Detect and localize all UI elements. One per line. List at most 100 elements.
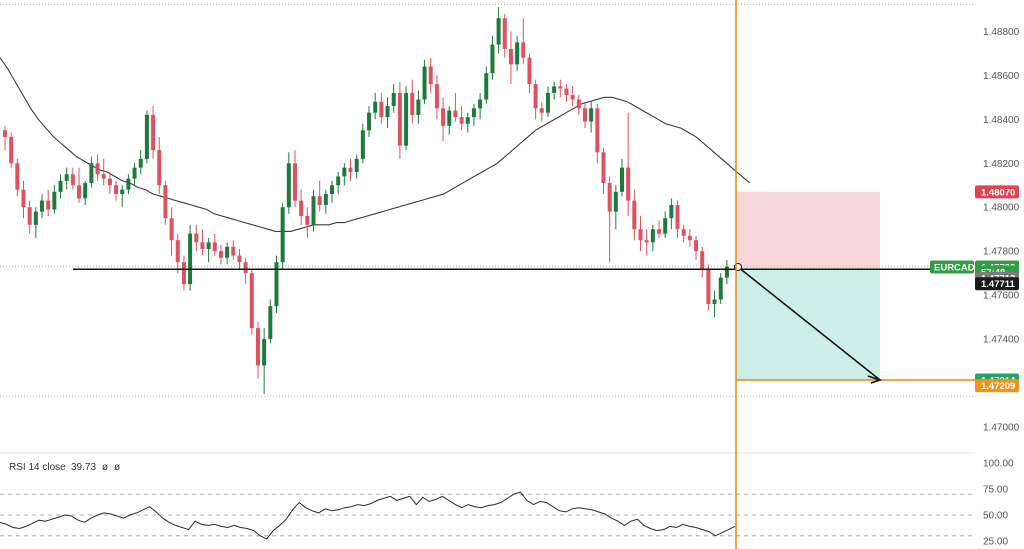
candle[interactable] <box>157 136 162 195</box>
candle[interactable] <box>46 189 51 217</box>
candle[interactable] <box>644 229 649 256</box>
candle[interactable] <box>718 273 723 304</box>
candle[interactable] <box>607 176 612 263</box>
candle[interactable] <box>249 268 254 335</box>
candle[interactable] <box>64 167 69 190</box>
candle[interactable] <box>373 92 378 120</box>
candle[interactable] <box>490 35 495 80</box>
candle[interactable] <box>280 202 285 269</box>
candle[interactable] <box>237 248 242 269</box>
candle[interactable] <box>601 147 606 195</box>
candle[interactable] <box>101 158 106 186</box>
candle[interactable] <box>620 158 624 197</box>
candle[interactable] <box>465 112 470 133</box>
candle[interactable] <box>397 81 402 159</box>
candle[interactable] <box>58 174 63 199</box>
rsi-indicator-pane[interactable] <box>0 491 975 540</box>
candle[interactable] <box>564 84 569 102</box>
candle[interactable] <box>336 172 341 195</box>
candle[interactable] <box>188 224 193 291</box>
candle[interactable] <box>521 18 526 65</box>
candle[interactable] <box>700 246 705 278</box>
candle[interactable] <box>114 180 119 201</box>
candle[interactable] <box>268 299 273 344</box>
candle[interactable] <box>70 167 75 190</box>
candle[interactable] <box>206 237 211 263</box>
candle[interactable] <box>638 216 643 252</box>
candle[interactable] <box>410 79 415 124</box>
projection-arrow[interactable] <box>737 266 881 381</box>
candle[interactable] <box>391 84 396 113</box>
candle[interactable] <box>292 150 297 208</box>
candle[interactable] <box>218 244 223 265</box>
candle[interactable] <box>428 57 433 93</box>
candle[interactable] <box>515 35 520 71</box>
candle[interactable] <box>200 229 205 256</box>
candle[interactable] <box>299 189 304 225</box>
candle[interactable] <box>3 125 7 151</box>
candle[interactable] <box>650 224 655 252</box>
candle[interactable] <box>21 180 26 219</box>
candle[interactable] <box>434 75 439 120</box>
stop-loss-zone[interactable] <box>736 191 880 268</box>
candle[interactable] <box>262 328 267 395</box>
candle[interactable] <box>447 106 452 135</box>
candlestick-series[interactable] <box>3 7 729 395</box>
candle[interactable] <box>40 194 45 219</box>
candle[interactable] <box>552 81 557 100</box>
candle[interactable] <box>95 154 100 181</box>
candle[interactable] <box>138 150 143 175</box>
candle[interactable] <box>539 101 544 122</box>
candle[interactable] <box>471 103 476 126</box>
candle[interactable] <box>379 92 384 124</box>
candle[interactable] <box>681 224 686 243</box>
candle[interactable] <box>595 103 600 164</box>
candle[interactable] <box>348 158 353 181</box>
candle[interactable] <box>576 95 581 115</box>
candle[interactable] <box>9 132 14 168</box>
candle[interactable] <box>582 101 587 129</box>
candle[interactable] <box>712 290 717 318</box>
candle[interactable] <box>305 207 310 238</box>
candle[interactable] <box>545 86 550 118</box>
candle[interactable] <box>570 86 575 107</box>
candle[interactable] <box>163 180 168 225</box>
candle[interactable] <box>243 257 248 285</box>
candle[interactable] <box>626 112 631 217</box>
candle[interactable] <box>212 233 217 256</box>
candle[interactable] <box>613 185 618 230</box>
candle[interactable] <box>354 154 359 179</box>
price-axis[interactable]: 1.48800 1.48600 1.48400 1.48200 1.48000 1.478… <box>983 27 1020 434</box>
candle[interactable] <box>27 200 32 234</box>
candle[interactable] <box>126 174 131 195</box>
candle[interactable] <box>459 106 464 131</box>
candle[interactable] <box>194 224 199 252</box>
candle[interactable] <box>330 180 335 203</box>
candle[interactable] <box>77 167 82 203</box>
candle[interactable] <box>694 235 699 260</box>
candle[interactable] <box>169 207 174 256</box>
candle[interactable] <box>52 185 57 214</box>
candle[interactable] <box>404 86 409 151</box>
candle[interactable] <box>558 79 563 98</box>
candle[interactable] <box>342 163 347 186</box>
candle[interactable] <box>675 200 680 238</box>
candle[interactable] <box>367 106 372 137</box>
candle[interactable] <box>317 180 322 212</box>
candle[interactable] <box>231 240 236 260</box>
candle[interactable] <box>83 180 88 206</box>
candle[interactable] <box>286 152 291 214</box>
candle[interactable] <box>107 172 112 195</box>
candle[interactable] <box>385 97 390 129</box>
candle[interactable] <box>533 79 538 120</box>
candle[interactable] <box>502 13 507 58</box>
candle[interactable] <box>132 163 137 186</box>
candle[interactable] <box>657 220 662 238</box>
candle[interactable] <box>669 198 674 230</box>
candle[interactable] <box>120 185 125 208</box>
candle[interactable] <box>724 259 729 285</box>
candle[interactable] <box>181 255 186 291</box>
candle[interactable] <box>311 189 316 232</box>
candle[interactable] <box>632 189 637 241</box>
